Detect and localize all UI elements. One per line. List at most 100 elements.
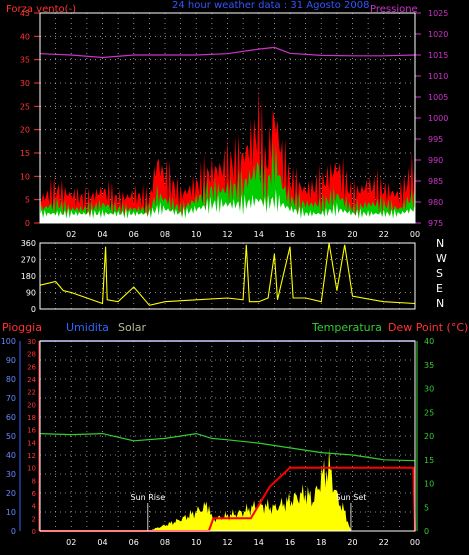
- wind-gust-area: [40, 87, 415, 223]
- direction-tick-label: 0: [31, 305, 36, 314]
- lower-x-tick-label: 02: [66, 538, 76, 547]
- wind-direction-line: [39, 242, 416, 306]
- lower-panel-frame: [39, 340, 416, 532]
- lower-x-tick-label: 22: [379, 538, 389, 547]
- direction-tick-label: 180: [21, 272, 36, 281]
- wind-panel: 24 hour weather data : 31 Agosto 2008 Fo…: [6, 0, 448, 239]
- temperature-tick-label: 5: [424, 503, 429, 512]
- sun-rise-label: Sun Rise: [130, 493, 165, 502]
- wind-panel-frame: [39, 12, 416, 224]
- direction-y-ticks: 0 90 180 270 360: [21, 239, 36, 314]
- lower-x-tick-label: 08: [160, 538, 170, 547]
- temperature-tick-label: 10: [424, 480, 434, 489]
- wind-series: [40, 87, 415, 223]
- wind-x-ticks: 02 04 06 08 10 12 14 16 18 20 22 00: [66, 230, 420, 239]
- wind-x-tick-label: 22: [379, 230, 389, 239]
- direction-series: [39, 242, 416, 306]
- rain-tick-label: 14: [27, 439, 36, 447]
- compass-label: N: [436, 237, 444, 250]
- wind-x-tick-label: 14: [254, 230, 264, 239]
- wind-x-tick-label: 00: [410, 230, 420, 239]
- pressure-tick-label: 1000: [428, 114, 448, 123]
- humidity-tick-label: 20: [6, 489, 16, 498]
- solar-axis-label: Solar: [118, 321, 147, 334]
- pressure-series: [39, 46, 416, 59]
- solar-series: [147, 447, 351, 531]
- rain-tick-label: 20: [27, 401, 36, 409]
- lower-x-tick-label: 00: [410, 538, 420, 547]
- pressure-tick-label: 990: [428, 156, 443, 165]
- lower-x-tick-label: 04: [97, 538, 107, 547]
- rain-tick-label: 6: [32, 490, 37, 498]
- wind-tick-label: 0: [25, 219, 30, 228]
- rain-tick-label: 18: [27, 414, 36, 422]
- humidity-y-ticks: 0 10 20 30 40 50 60 70 80 90 100: [1, 337, 16, 536]
- pressure-tick-label: 995: [428, 135, 443, 144]
- pressure-tick-label: 1015: [428, 51, 448, 60]
- lower-x-tick-label: 06: [129, 538, 139, 547]
- wind-tick-label: 45: [20, 9, 30, 18]
- rain-line: [40, 466, 416, 532]
- wind-x-tick-label: 16: [285, 230, 295, 239]
- rain-tick-label: 28: [27, 351, 36, 359]
- temperature-tick-label: 40: [424, 337, 434, 346]
- rain-tick-label: 10: [27, 465, 36, 473]
- wind-x-tick-label: 18: [316, 230, 326, 239]
- humidity-tick-label: 100: [1, 337, 16, 346]
- wind-tick-label: 35: [20, 56, 30, 65]
- compass-label: S: [436, 267, 443, 280]
- humidity-tick-label: 70: [6, 394, 16, 403]
- rain-tick-label: 12: [27, 452, 36, 460]
- compass-label: N: [436, 297, 444, 310]
- wind-tick-label: 20: [20, 126, 30, 135]
- temperature-axis-label: Temperatura: [311, 321, 382, 334]
- temperature-tick-label: 25: [424, 408, 434, 417]
- humidity-tick-label: 10: [6, 508, 16, 517]
- direction-tick-label: 270: [21, 256, 36, 265]
- wind-x-tick-label: 08: [160, 230, 170, 239]
- pressure-y-ticks: 975 980 985 990 995 1000 1005 1010 1015 1020 1025: [415, 9, 448, 228]
- rain-tick-label: 4: [32, 503, 37, 511]
- rain-tick-label: 22: [27, 389, 36, 397]
- rain-axis-label: Pioggia: [2, 321, 42, 334]
- compass-label: W: [436, 252, 447, 265]
- humidity-tick-label: 80: [6, 375, 16, 384]
- rain-tick-label: 16: [27, 427, 36, 435]
- wind-x-tick-label: 06: [129, 230, 139, 239]
- direction-tick-label: 360: [21, 239, 36, 248]
- sun-set-label: Sun Set: [335, 493, 366, 502]
- direction-tick-label: 90: [26, 289, 36, 298]
- sun-markers: Sun Rise Sun Set: [130, 493, 366, 531]
- wind-tick-label: 15: [20, 149, 30, 158]
- wind-tick-label: 30: [20, 79, 30, 88]
- direction-panel-frame: [39, 242, 416, 310]
- temperature-tick-label: 0: [424, 527, 429, 536]
- wind-tick-label: 10: [20, 172, 30, 181]
- pressure-tick-label: 1010: [428, 72, 448, 81]
- rain-tick-label: 30: [27, 338, 36, 346]
- chart-title: 24 hour weather data : 31 Agosto 2008: [172, 0, 370, 11]
- rain-tick-label: 24: [27, 376, 36, 384]
- direction-gridlines: [40, 243, 415, 309]
- lower-x-tick-label: 18: [316, 538, 326, 547]
- temperature-series: [39, 432, 416, 462]
- temperature-tick-label: 20: [424, 432, 434, 441]
- lower-panel: Pioggia Umidita Solar Temperatura Dew Po…: [1, 321, 469, 547]
- lower-x-tick-label: 10: [191, 538, 201, 547]
- rain-tick-label: 2: [32, 515, 36, 523]
- lower-x-tick-label: 12: [222, 538, 232, 547]
- humidity-tick-label: 50: [6, 432, 16, 441]
- rain-tick-label: 8: [32, 477, 36, 485]
- wind-tick-label: 40: [20, 32, 30, 41]
- wind-axis-label: Forza vento(-): [6, 4, 76, 15]
- wind-x-tick-label: 12: [222, 230, 232, 239]
- temperature-y-ticks: 0 5 10 15 20 25 30 35 40: [424, 337, 434, 536]
- temperature-tick-label: 30: [424, 385, 434, 394]
- lower-x-tick-label: 16: [285, 538, 295, 547]
- humidity-tick-label: 0: [11, 527, 16, 536]
- humidity-tick-label: 60: [6, 413, 16, 422]
- humidity-tick-label: 30: [6, 470, 16, 479]
- lower-x-ticks: 02 04 06 08 10 12 14 16 18 20 22 00: [66, 538, 420, 547]
